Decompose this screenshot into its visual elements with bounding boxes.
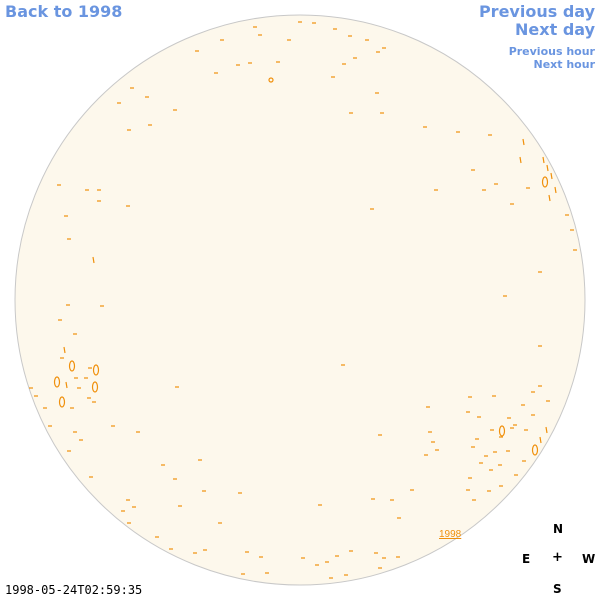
contour-mark — [546, 164, 549, 172]
compass-south-label: S — [553, 582, 562, 596]
back-to-year-link[interactable]: Back to 1998 — [5, 2, 123, 21]
contour-mark — [92, 256, 95, 264]
magnetic-contours — [29, 21, 577, 579]
contour-mark — [268, 77, 274, 83]
compass-north-label: N — [553, 522, 564, 536]
year-label-link[interactable]: 1998 — [439, 529, 462, 540]
solar-disk — [14, 14, 586, 586]
contour-mark — [91, 381, 99, 393]
previous-hour-link[interactable]: Previous hour — [508, 45, 595, 58]
next-day-link[interactable]: Next day — [515, 20, 595, 39]
contour-mark — [522, 138, 525, 146]
previous-day-link[interactable]: Previous day — [478, 2, 595, 21]
contour-mark — [550, 172, 553, 180]
next-hour-link[interactable]: Next hour — [533, 58, 596, 71]
observation-timestamp: 1998-05-24T02:59:35 — [5, 583, 143, 597]
contour-mark — [554, 186, 557, 194]
contour-mark — [539, 436, 542, 444]
compass-east-label: E — [522, 552, 531, 566]
contour-mark — [92, 364, 100, 376]
contour-mark — [542, 156, 545, 164]
contour-mark — [63, 346, 66, 354]
contour-mark — [545, 426, 548, 434]
contour-mark — [541, 176, 549, 188]
compass-west-label: W — [582, 552, 596, 566]
compass-center-marker: + — [552, 550, 563, 565]
contour-mark — [548, 194, 551, 202]
contour-mark — [53, 376, 61, 388]
contour-mark — [519, 156, 522, 164]
contour-mark — [68, 360, 76, 372]
contour-mark — [58, 396, 66, 408]
contour-mark — [531, 444, 539, 456]
contour-mark — [498, 425, 506, 437]
contour-mark — [65, 381, 68, 389]
